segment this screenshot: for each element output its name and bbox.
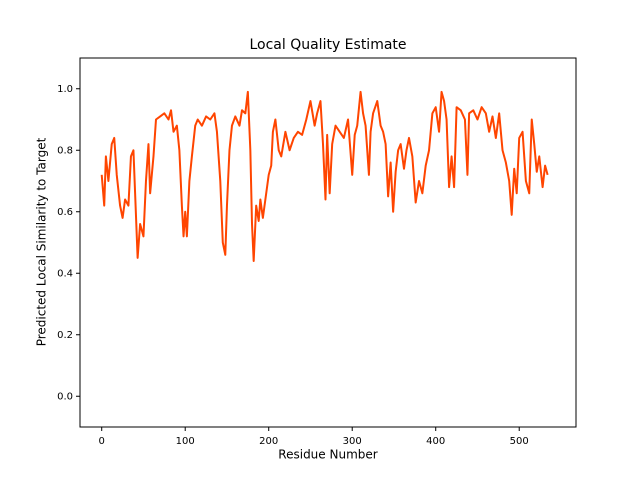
- x-tick-label: 100: [176, 436, 195, 447]
- y-axis-label: Predicted Local Similarity to Target: [35, 137, 49, 346]
- x-tick-label: 300: [343, 436, 362, 447]
- y-tick-label: 0.6: [57, 207, 73, 218]
- y-tick-label: 1.0: [57, 84, 73, 95]
- y-tick-label: 0.8: [57, 145, 73, 156]
- y-tick-label: 0.2: [57, 330, 73, 341]
- x-tick-label: 0: [99, 436, 105, 447]
- y-tick-label: 0.4: [57, 268, 73, 279]
- x-tick-label: 400: [426, 436, 445, 447]
- x-tick-label: 500: [510, 436, 529, 447]
- axes-frame: [79, 57, 577, 428]
- data-line: [100, 90, 549, 262]
- chart-title: Local Quality Estimate: [249, 37, 406, 53]
- x-tick-label: 200: [259, 436, 278, 447]
- x-axis-label: Residue Number: [278, 448, 377, 462]
- y-tick-label: 0.0: [57, 391, 73, 402]
